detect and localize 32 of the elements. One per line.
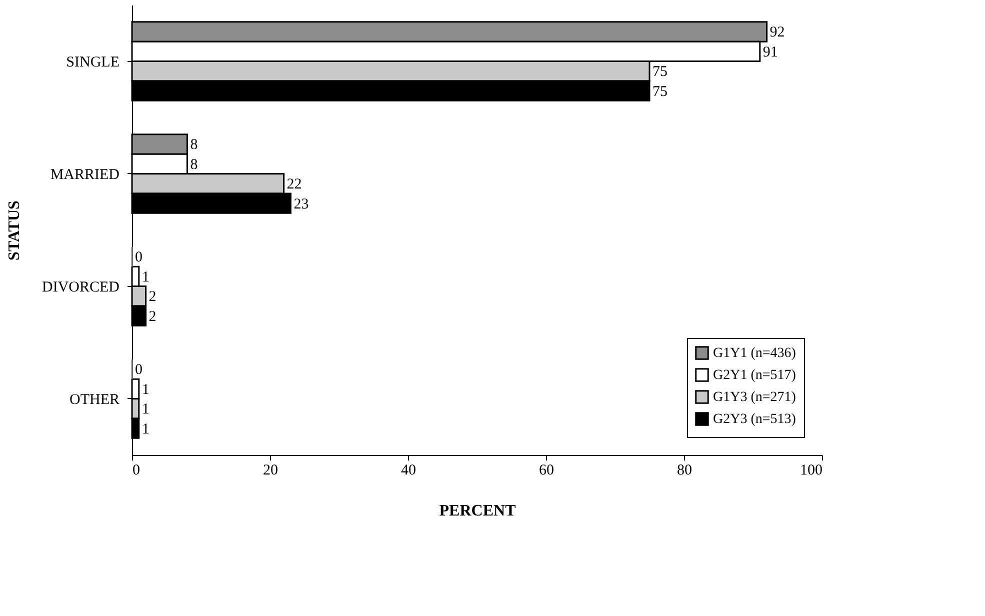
- x-tick-label: 80: [677, 462, 692, 478]
- data-label: 75: [652, 64, 668, 80]
- data-label: 23: [294, 196, 309, 212]
- x-tick-label: 100: [800, 462, 822, 478]
- data-label: 75: [652, 84, 668, 100]
- data-label: 1: [142, 269, 150, 286]
- y-tick-label: OTHER: [70, 392, 120, 408]
- legend-label: G1Y1 (n=436): [713, 346, 796, 361]
- x-tick-label: 60: [539, 462, 554, 478]
- legend-label: G2Y1 (n=517): [713, 368, 796, 383]
- y-axis-title: STATUS: [6, 200, 23, 260]
- data-label: 1: [142, 421, 150, 438]
- data-label: 8: [190, 156, 198, 173]
- data-label: 22: [286, 176, 302, 193]
- data-label: 92: [770, 24, 785, 41]
- y-tick-label: SINGLE: [66, 54, 120, 70]
- data-label: 0: [135, 250, 142, 266]
- data-label: 1: [142, 382, 150, 398]
- data-label: 91: [762, 44, 778, 60]
- y-tick-label: MARRIED: [50, 166, 120, 183]
- y-tick-label: DIVORCED: [42, 279, 120, 296]
- x-tick-label: 40: [401, 462, 416, 478]
- data-label: 8: [190, 137, 198, 154]
- data-label: 2: [148, 308, 156, 325]
- data-label: 1: [142, 402, 150, 418]
- x-tick-label: 20: [263, 462, 278, 478]
- x-axis-title: PERCENT: [439, 502, 516, 520]
- data-label: 0: [135, 362, 142, 378]
- x-tick-label: 0: [132, 462, 140, 478]
- data-label: 2: [148, 289, 156, 306]
- legend-label: G2Y3 (n=513): [713, 412, 796, 427]
- legend-label: G1Y3 (n=271): [713, 390, 796, 405]
